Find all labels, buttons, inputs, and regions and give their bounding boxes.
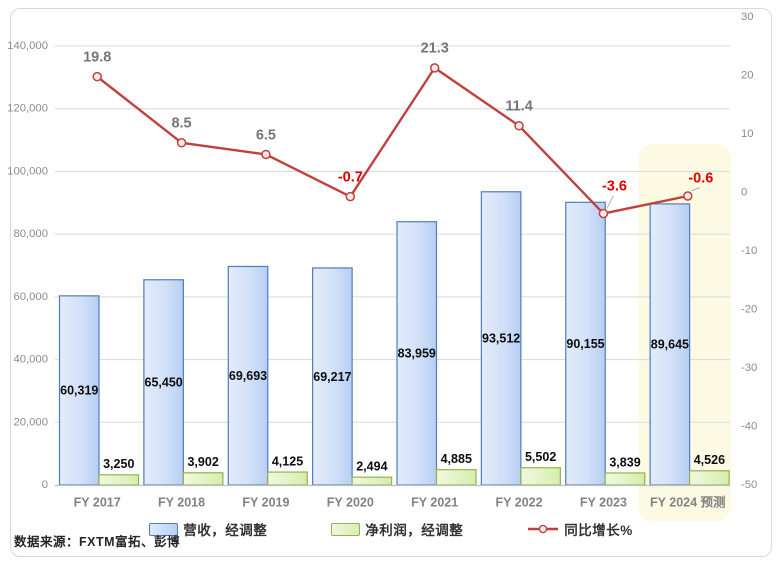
revenue-bar <box>649 203 691 486</box>
x-axis-label: FY 2018 <box>158 495 205 509</box>
profit-bar <box>182 472 224 486</box>
bars-group <box>58 191 730 486</box>
profit-bar <box>435 469 477 486</box>
profit-value-label: 4,885 <box>441 452 472 466</box>
left-axis-tick-label: 0 <box>42 479 48 491</box>
left-axis-tick-label: 60,000 <box>13 291 48 303</box>
x-axis-label: FY 2020 <box>327 495 374 509</box>
profit-bar <box>351 476 393 486</box>
revenue-value-label: 69,217 <box>313 370 351 384</box>
growth-point <box>176 138 187 148</box>
growth-value-label: -3.6 <box>602 178 627 194</box>
x-axis-label: FY 2019 <box>242 495 289 509</box>
growth-point <box>598 208 609 219</box>
left-axis-tick-label: 120,000 <box>7 103 48 115</box>
right-axis-tick-label: -20 <box>741 303 757 315</box>
revenue-value-label: 83,959 <box>398 347 436 361</box>
label-leader-line <box>606 195 614 209</box>
profit-value-label: 2,494 <box>356 459 387 473</box>
revenue-bar <box>396 221 438 486</box>
revenue-bar <box>58 295 100 486</box>
profit-value-label: 4,526 <box>694 453 725 467</box>
left-axis-tick-label: 20,000 <box>13 416 48 428</box>
revenue-value-label: 93,512 <box>482 332 520 346</box>
growth-point <box>345 191 356 202</box>
source-note: 数据来源：FXTM富拓、彭博 <box>14 535 181 549</box>
x-axis-label: FY 2022 <box>496 495 543 509</box>
x-axis-label: FY 2023 <box>580 495 627 509</box>
profit-value-label: 4,125 <box>272 454 303 468</box>
profit-bar <box>689 470 730 486</box>
growth-point <box>92 71 102 82</box>
profit-value-label: 3,839 <box>609 455 640 469</box>
legend-item-growth: 同比增长% <box>527 519 633 539</box>
legend-label-profit: 净利润，经调整 <box>365 523 464 538</box>
revenue-value-label: 60,319 <box>60 384 98 398</box>
data-labels-group: 60,319 3,250 65,450 3,902 69,693 4,125 69,217 2… <box>60 41 725 474</box>
right-axis-tick-label: -40 <box>741 420 757 432</box>
profit-value-label: 3,902 <box>187 455 218 469</box>
right-axis-tick-label: -10 <box>741 245 757 257</box>
legend-label-revenue: 营收，经调整 <box>183 523 268 538</box>
revenue-value-label: 69,693 <box>229 369 267 383</box>
profit-bar <box>267 471 308 486</box>
growth-value-label: 19.8 <box>83 49 111 65</box>
growth-value-label: 21.3 <box>421 41 449 57</box>
x-axis-label: FY 2017 <box>74 495 121 509</box>
x-axis-label: FY 2024 预测 <box>650 494 726 509</box>
x-axis-label: FY 2021 <box>411 495 458 509</box>
growth-point <box>429 63 440 73</box>
growth-line-swatch-icon <box>528 524 559 534</box>
profit-bar <box>604 472 646 486</box>
profit-value-label: 5,502 <box>525 450 556 464</box>
growth-value-label: 11.4 <box>505 99 532 115</box>
growth-point <box>261 149 271 160</box>
legend-item-profit: 净利润，经调整 <box>331 519 463 539</box>
revenue-value-label: 89,645 <box>651 338 689 352</box>
label-leader-line <box>691 187 701 192</box>
profit-swatch-icon <box>331 522 361 536</box>
growth-value-label: -0.7 <box>338 169 363 185</box>
growth-value-label: 6.5 <box>256 127 276 143</box>
growth-line <box>96 66 689 215</box>
right-axis-tick-label: 0 <box>741 186 747 198</box>
growth-value-label: 8.5 <box>171 116 191 132</box>
right-axis-tick-label: -50 <box>741 479 757 491</box>
legend: 营收，经调整 净利润，经调整 同比增长% <box>0 518 782 540</box>
revenue-bar <box>227 265 269 486</box>
profit-bar <box>520 467 561 486</box>
left-axis-tick-label: 80,000 <box>13 228 48 240</box>
right-axis-tick-label: 30 <box>741 11 754 23</box>
growth-value-label: -0.6 <box>688 170 713 186</box>
right-axis-tick-label: 20 <box>741 69 754 81</box>
revenue-bar <box>565 201 606 486</box>
left-axis-tick-label: 100,000 <box>7 165 48 177</box>
right-axis-tick-label: -30 <box>741 362 757 374</box>
growth-line-group <box>92 63 693 219</box>
growth-point <box>514 121 524 131</box>
left-axis-tick-label: 140,000 <box>7 40 48 52</box>
revenue-swatch-icon <box>149 522 179 536</box>
legend-item-revenue: 营收，经调整 <box>149 519 267 539</box>
legend-label-growth: 同比增长% <box>564 523 633 538</box>
profit-value-label: 3,250 <box>103 457 134 471</box>
left-axis-tick-label: 40,000 <box>13 354 48 366</box>
revenue-value-label: 65,450 <box>145 376 183 390</box>
axes-group: FY 2017 FY 2018 FY 2019 FY 2020 FY 2021 FY 20… <box>7 11 757 509</box>
revenue-value-label: 90,155 <box>566 337 604 351</box>
right-axis-tick-label: 10 <box>741 128 754 140</box>
profit-bar <box>98 474 140 486</box>
growth-point <box>683 191 693 201</box>
